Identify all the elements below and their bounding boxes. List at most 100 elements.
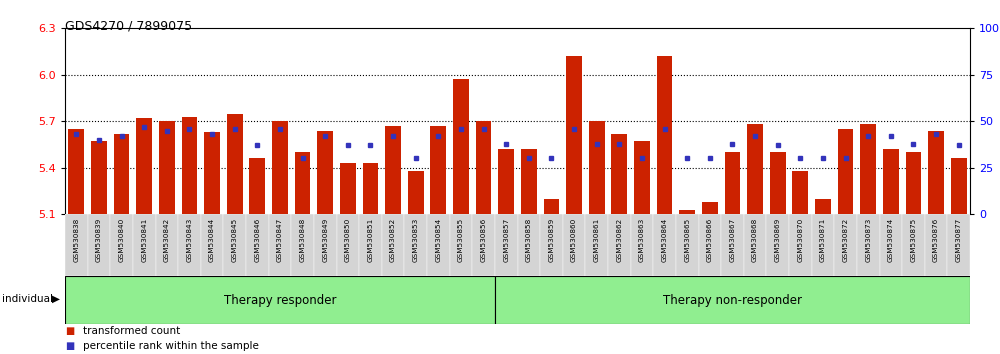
Text: GSM530871: GSM530871	[820, 217, 826, 262]
Bar	[906, 152, 921, 214]
Bar	[430, 126, 446, 214]
Bar	[770, 152, 786, 214]
Bar	[747, 124, 763, 214]
Bar	[725, 152, 740, 214]
Text: GSM530872: GSM530872	[843, 217, 849, 262]
Text: GSM530841: GSM530841	[141, 217, 147, 262]
Text: GSM530851: GSM530851	[367, 217, 373, 262]
Bar	[91, 141, 107, 214]
Bar	[314, 214, 336, 276]
Bar	[834, 214, 857, 276]
Bar	[815, 199, 831, 214]
Text: GSM530876: GSM530876	[933, 217, 939, 262]
Text: GSM530854: GSM530854	[435, 217, 441, 262]
Bar	[495, 214, 518, 276]
Bar	[947, 214, 970, 276]
Bar	[476, 121, 491, 214]
Bar	[178, 214, 201, 276]
Bar	[792, 171, 808, 214]
Bar	[860, 124, 876, 214]
Text: GSM530857: GSM530857	[503, 217, 509, 262]
Bar	[427, 214, 450, 276]
Text: GSM530875: GSM530875	[910, 217, 916, 262]
Bar	[269, 214, 291, 276]
Bar	[563, 214, 585, 276]
Bar	[272, 121, 288, 214]
Text: GSM530852: GSM530852	[390, 217, 396, 262]
Bar	[382, 214, 404, 276]
Text: GSM530870: GSM530870	[797, 217, 803, 262]
Bar	[676, 214, 698, 276]
Text: GSM530869: GSM530869	[775, 217, 781, 262]
Text: ■: ■	[65, 326, 74, 336]
Bar	[65, 214, 88, 276]
Bar	[928, 131, 944, 214]
Bar	[721, 214, 744, 276]
Bar	[608, 214, 631, 276]
Bar	[611, 133, 627, 214]
Bar	[812, 214, 834, 276]
Bar	[521, 149, 537, 214]
Bar	[518, 214, 540, 276]
Bar	[408, 171, 424, 214]
Bar	[657, 56, 672, 214]
Text: ■: ■	[65, 341, 74, 351]
Text: GSM530861: GSM530861	[594, 217, 600, 262]
Bar	[472, 214, 495, 276]
Bar	[88, 214, 110, 276]
Text: GSM530860: GSM530860	[571, 217, 577, 262]
Text: GSM530840: GSM530840	[119, 217, 125, 262]
Bar	[566, 56, 582, 214]
Text: GSM530844: GSM530844	[209, 217, 215, 262]
Bar	[453, 79, 469, 214]
Text: GSM530853: GSM530853	[413, 217, 419, 262]
Text: transformed count: transformed count	[83, 326, 180, 336]
Bar	[653, 214, 676, 276]
Text: GSM530877: GSM530877	[956, 217, 962, 262]
Bar	[295, 152, 310, 214]
Bar	[317, 131, 333, 214]
Bar	[133, 214, 156, 276]
Text: GSM530868: GSM530868	[752, 217, 758, 262]
Bar	[363, 163, 378, 214]
Bar	[495, 276, 970, 324]
Text: GSM530856: GSM530856	[481, 217, 487, 262]
Bar	[951, 158, 967, 214]
Text: GSM530845: GSM530845	[232, 217, 238, 262]
Text: GSM530874: GSM530874	[888, 217, 894, 262]
Text: GSM530839: GSM530839	[96, 217, 102, 262]
Bar	[246, 214, 269, 276]
Bar	[631, 214, 653, 276]
Bar	[883, 149, 899, 214]
Bar	[766, 214, 789, 276]
Bar	[65, 276, 495, 324]
Text: GSM530862: GSM530862	[616, 217, 622, 262]
Bar	[68, 129, 84, 214]
Bar	[698, 214, 721, 276]
Bar	[110, 214, 133, 276]
Bar	[634, 141, 650, 214]
Bar	[540, 214, 563, 276]
Bar	[159, 121, 175, 214]
Bar	[450, 214, 472, 276]
Text: GSM530859: GSM530859	[548, 217, 554, 262]
Text: GSM530848: GSM530848	[300, 217, 306, 262]
Bar	[340, 163, 356, 214]
Bar	[585, 214, 608, 276]
Text: GSM530846: GSM530846	[254, 217, 260, 262]
Text: GSM530863: GSM530863	[639, 217, 645, 262]
Text: GSM530866: GSM530866	[707, 217, 713, 262]
Text: GSM530873: GSM530873	[865, 217, 871, 262]
Text: GSM530847: GSM530847	[277, 217, 283, 262]
Bar	[589, 121, 605, 214]
Text: GSM530838: GSM530838	[73, 217, 79, 262]
Bar	[227, 114, 243, 214]
Bar	[223, 214, 246, 276]
Text: Therapy responder: Therapy responder	[224, 293, 336, 307]
Text: GSM530842: GSM530842	[164, 217, 170, 262]
Bar	[679, 210, 695, 214]
Bar	[385, 126, 401, 214]
Text: GSM530865: GSM530865	[684, 217, 690, 262]
Bar	[404, 214, 427, 276]
Text: GSM530864: GSM530864	[662, 217, 668, 262]
